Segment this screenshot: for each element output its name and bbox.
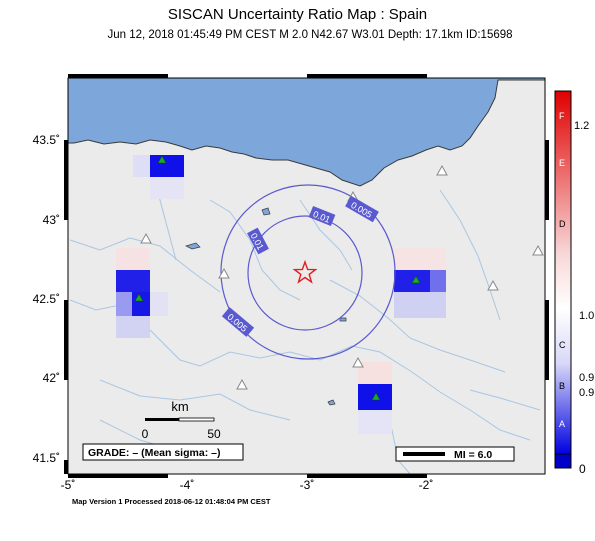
- scale-bar-start: 0: [142, 427, 149, 441]
- station-triangle-icon: [371, 392, 381, 401]
- lat-label-43.5: 43.5˚: [32, 133, 60, 147]
- colorbar-value-2: 0.9: [579, 372, 595, 384]
- station-triangle-icon: [411, 275, 421, 284]
- colorbar-letter-e: E: [559, 158, 566, 168]
- map-title: SISCAN Uncertainty Ratio Map : Spain: [167, 6, 428, 23]
- ratio-cells: [116, 155, 446, 434]
- lon-label-4: -4˚: [179, 478, 195, 492]
- contour-outer: [220, 184, 396, 360]
- lat-label-43: 43˚: [42, 213, 60, 227]
- lat-label-41.5: 41.5˚: [32, 451, 60, 465]
- colorbar-top-tick: 1.2: [574, 120, 590, 132]
- uncertainty-contours: [220, 184, 396, 360]
- mi-legend: MI = 6.0: [395, 446, 515, 462]
- scale-bar-unit: km: [171, 399, 188, 414]
- lat-label-42.5: 42.5˚: [32, 292, 60, 306]
- colorbar-value-3: 0.9: [579, 387, 595, 399]
- event-subtitle: Jun 12, 2018 01:45:49 PM CEST M 2.0 N42.…: [107, 29, 513, 41]
- colorbar-letter-d: D: [559, 219, 566, 229]
- lakes: [185, 207, 347, 406]
- station-triangle-icon: [134, 293, 144, 302]
- grade-box: GRADE: – (Mean sigma: –): [82, 443, 244, 461]
- colorbar: [554, 90, 572, 469]
- colorbar-bottom: 0: [579, 462, 586, 476]
- colorbar-letter-c: C: [559, 340, 566, 350]
- colorbar-value-1: 1.0: [579, 310, 595, 322]
- scale-bar-end: 50: [207, 427, 221, 441]
- sea-area: [68, 78, 545, 187]
- lon-label-2: -2˚: [418, 478, 434, 492]
- lon-label-3: -3˚: [299, 478, 315, 492]
- contour-inner: [247, 215, 363, 331]
- processing-footer: Map Version 1 Processed 2018-06-12 01:48…: [72, 497, 271, 506]
- lat-label-42: 42˚: [42, 371, 60, 385]
- map-frame: [64, 74, 549, 478]
- colorbar-letter-a: A: [559, 419, 566, 429]
- colorbar-letter-b: B: [559, 381, 566, 391]
- station-active-triangles: [134, 155, 421, 401]
- scale-bar: km 0 50: [142, 399, 221, 441]
- grade-text: GRADE: – (Mean sigma: –): [88, 447, 220, 459]
- station-triangle-icon: [157, 155, 167, 164]
- colorbar-letter-f: F: [559, 111, 565, 121]
- mi-legend-text: MI = 6.0: [454, 449, 492, 461]
- lon-label-5: -5˚: [60, 478, 76, 492]
- epicenter-star-icon: [292, 259, 318, 284]
